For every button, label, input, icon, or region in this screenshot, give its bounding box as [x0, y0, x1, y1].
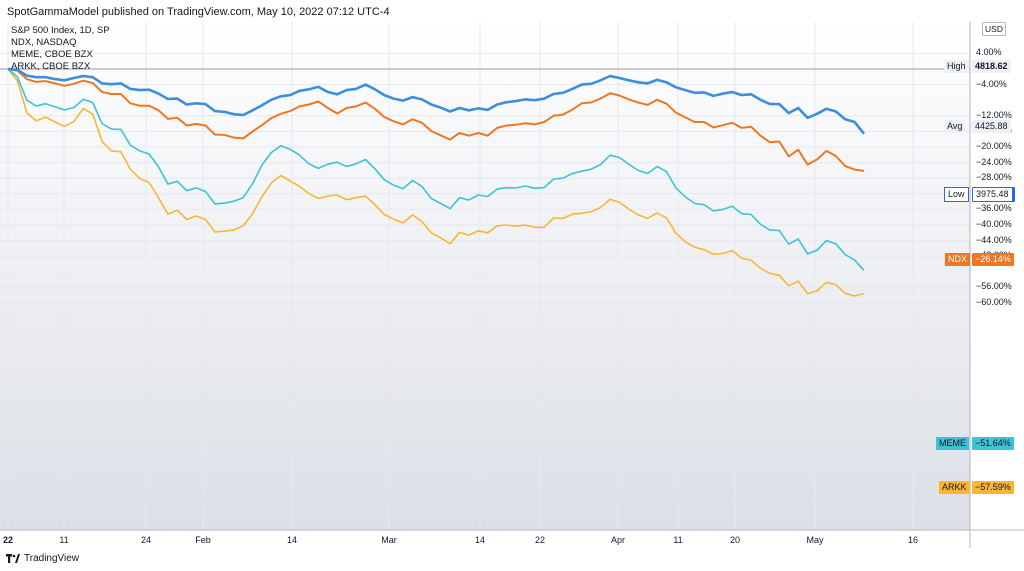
meme-series-value: −51.64% — [972, 437, 1014, 450]
x-tick-label: Mar — [381, 535, 397, 545]
grid-lines — [0, 22, 970, 530]
y-tick-label: −40.00% — [976, 219, 1012, 229]
ndx-series-label: NDX — [945, 253, 971, 266]
y-tick-label: −44.00% — [976, 234, 1012, 245]
x-tick-label: Apr — [610, 535, 626, 545]
legend-ndx[interactable]: NDX, NASDAQ — [11, 37, 77, 48]
ndx-series-value: −26.14% — [972, 253, 1014, 266]
low-level-value: 3975.48 — [972, 187, 1015, 202]
high-level-value: 4818.62 — [972, 60, 1011, 73]
series-line-ndx[interactable] — [7, 68, 865, 172]
series-lines — [7, 67, 866, 297]
x-tick-label: 22 — [2, 535, 14, 545]
y-tick-label: −12.00% — [976, 109, 1012, 120]
publisher-header: SpotGammaModel published on TradingView.… — [7, 6, 390, 18]
y-tick-label: −20.00% — [976, 141, 1012, 151]
currency-badge[interactable]: USD — [982, 22, 1006, 36]
x-tick-label: 24 — [140, 535, 152, 545]
y-tick-label: −4.00% — [976, 78, 1007, 89]
y-tick-label: −24.00% — [976, 156, 1012, 167]
y-tick-label: 4.00% — [976, 47, 1002, 58]
y-tick-label: −28.00% — [976, 172, 1012, 183]
x-tick-label: 20 — [729, 535, 741, 545]
x-tick-label: Feb — [195, 535, 211, 545]
brand-name: TradingView — [24, 553, 80, 564]
y-tick-label: −56.00% — [976, 281, 1012, 292]
x-tick-label: 22 — [534, 535, 546, 545]
reference-lines — [0, 68, 970, 70]
arkk-series-value: −57.59% — [972, 481, 1014, 494]
avg-level-value: 4425.88 — [972, 120, 1011, 133]
legend-arkk[interactable]: ARKK, CBOE BZX — [11, 61, 91, 72]
series-line-s-p-500-index[interactable] — [7, 67, 866, 135]
series-line-arkk[interactable] — [7, 68, 865, 297]
legend-meme[interactable]: MEME, CBOE BZX — [11, 49, 93, 60]
y-tick-label: −36.00% — [976, 203, 1012, 214]
x-tick-label: May — [806, 535, 824, 545]
tradingview-logo-icon — [6, 554, 20, 563]
series-line-meme[interactable] — [7, 68, 865, 271]
x-tick-label: 16 — [907, 535, 919, 545]
x-tick-label: 14 — [474, 535, 486, 545]
low-level-label: Low — [944, 187, 969, 202]
footer-branding[interactable]: TradingView — [6, 553, 79, 564]
x-tick-label: 14 — [286, 535, 298, 545]
plot-background — [0, 22, 970, 530]
arkk-series-label: ARKK — [939, 481, 970, 494]
avg-level-label: Avg — [944, 120, 966, 133]
x-tick-label: 11 — [59, 535, 69, 545]
legend-spx[interactable]: S&P 500 Index, 1D, SP — [11, 25, 110, 36]
y-tick-label: −60.00% — [976, 297, 1012, 307]
meme-series-label: MEME — [936, 437, 969, 450]
x-tick-label: 11 — [673, 535, 683, 545]
high-level-label: High — [944, 60, 969, 73]
